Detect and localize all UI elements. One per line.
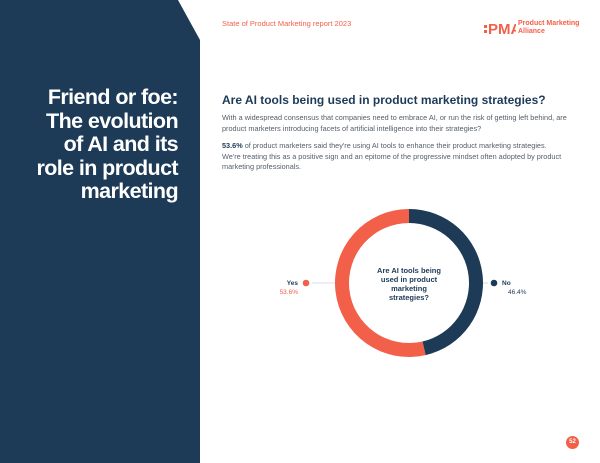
- stat-text: of product marketers said they're using …: [222, 141, 562, 171]
- donut-center-line: used in product: [381, 275, 438, 284]
- donut-center-line: marketing: [391, 284, 427, 293]
- section-title-line: The evolution: [46, 108, 179, 133]
- slice-value-no: 46.4%: [508, 289, 527, 296]
- section-title-line: marketing: [80, 179, 179, 203]
- pma-logo-icon: PMA: [484, 21, 516, 37]
- question-heading: Are AI tools being used in product marke…: [222, 93, 546, 107]
- section-title-line: Friend or foe:: [47, 85, 179, 109]
- donut-center-line: Are AI tools being: [377, 266, 441, 275]
- sidebar-panel: Friend or foe: The evolution of AI and i…: [0, 0, 200, 463]
- pma-logo: PMA Product Marketing Alliance: [484, 19, 584, 37]
- section-title-line: role in product: [36, 155, 178, 180]
- section-title-line: of AI and its: [63, 132, 179, 156]
- donut-center-line: strategies?: [389, 293, 429, 302]
- intro-paragraph: With a widespread consensus that compani…: [222, 113, 567, 133]
- legend-dot-no: [490, 279, 498, 287]
- logo-name: Product Marketing Alliance: [518, 20, 580, 35]
- sidebar-corner-notch: [178, 0, 200, 40]
- slice-label-no: No: [502, 280, 511, 287]
- donut-slice-no: [409, 209, 484, 356]
- stat-paragraph: 53.6% of product marketers said they're …: [222, 141, 567, 173]
- donut-slices: [335, 209, 484, 357]
- page-number: 52: [566, 436, 579, 449]
- slice-value-yes: 53.6%: [280, 289, 299, 296]
- slice-labels: Yes 53.6% No 46.4%: [280, 279, 527, 296]
- section-title: Friend or foe: The evolution of AI and i…: [8, 85, 179, 204]
- stat-highlight: 53.6%: [222, 141, 243, 150]
- slice-label-yes: Yes: [287, 280, 299, 287]
- logo-mark-text: PMA: [488, 21, 516, 37]
- donut-slice-yes: [335, 209, 426, 357]
- report-title: State of Product Marketing report 2023: [222, 19, 352, 28]
- legend-dot-yes: [302, 279, 310, 287]
